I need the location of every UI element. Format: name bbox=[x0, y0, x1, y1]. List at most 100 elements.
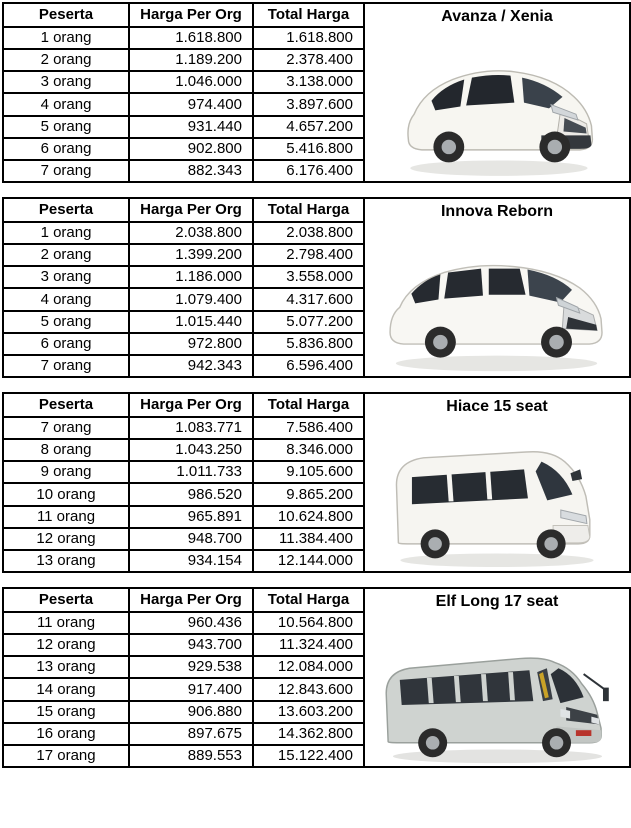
total-harga-cell: 5.416.800 bbox=[252, 136, 365, 161]
total-harga-cell: 5.077.200 bbox=[252, 309, 365, 334]
column-header-harga-per-org: Harga Per Org bbox=[128, 196, 254, 224]
table-row: 7 orang 1.083.771 7.586.400 bbox=[2, 416, 630, 441]
harga-per-org-cell: 906.880 bbox=[128, 699, 254, 724]
peserta-cell: 5 orang bbox=[2, 114, 130, 139]
harga-per-org-cell: 889.553 bbox=[128, 743, 254, 769]
total-harga-cell: 2.378.400 bbox=[252, 48, 365, 73]
hiace-image bbox=[395, 451, 594, 568]
total-harga-cell: 5.836.800 bbox=[252, 331, 365, 356]
table-row: 4 orang 974.400 3.897.600 bbox=[2, 92, 630, 117]
harga-per-org-cell: 2.038.800 bbox=[128, 221, 254, 246]
harga-per-org-cell: 1.186.000 bbox=[128, 265, 254, 290]
total-harga-cell: 11.324.400 bbox=[252, 633, 365, 658]
total-harga-cell: 4.657.200 bbox=[252, 114, 365, 139]
harga-per-org-cell: 1.043.250 bbox=[128, 438, 254, 463]
total-harga-cell: 11.384.400 bbox=[252, 526, 365, 551]
table-row: 2 orang 1.399.200 2.798.400 bbox=[2, 243, 630, 268]
peserta-cell: 3 orang bbox=[2, 70, 130, 95]
vehicle-title: Innova Reborn bbox=[440, 203, 553, 220]
harga-per-org-cell: 948.700 bbox=[128, 526, 254, 551]
total-harga-cell: 2.798.400 bbox=[252, 243, 365, 268]
total-harga-cell: 6.596.400 bbox=[252, 353, 365, 379]
harga-per-org-cell: 1.079.400 bbox=[128, 287, 254, 312]
price-sheet: Peserta Harga Per Org Total Harga Avanza… bbox=[2, 1, 631, 769]
table-row: 14 orang 917.400 12.843.600 bbox=[2, 677, 630, 702]
harga-per-org-cell: 965.891 bbox=[128, 504, 254, 529]
price-table-avanza-xenia: Peserta Harga Per Org Total Harga Avanza… bbox=[2, 1, 631, 184]
column-header-harga-per-org: Harga Per Org bbox=[128, 391, 254, 419]
peserta-cell: 8 orang bbox=[2, 438, 130, 463]
peserta-cell: 7 orang bbox=[2, 353, 130, 379]
peserta-cell: 12 orang bbox=[2, 526, 130, 551]
peserta-cell: 6 orang bbox=[2, 331, 130, 356]
harga-per-org-cell: 1.046.000 bbox=[128, 70, 254, 95]
harga-per-org-cell: 974.400 bbox=[128, 92, 254, 117]
peserta-cell: 5 orang bbox=[2, 309, 130, 334]
header-row: Peserta Harga Per Org Total Harga Innova… bbox=[2, 196, 631, 378]
harga-per-org-cell: 1.015.440 bbox=[128, 309, 254, 334]
column-header-harga-per-org: Harga Per Org bbox=[128, 1, 254, 29]
column-header-total-harga: Total Harga bbox=[252, 1, 365, 29]
harga-per-org-cell: 917.400 bbox=[128, 677, 254, 702]
harga-per-org-cell: 934.154 bbox=[128, 548, 254, 574]
table-row: 7 orang 942.343 6.596.400 bbox=[2, 353, 630, 379]
total-harga-cell: 3.558.000 bbox=[252, 265, 365, 290]
table-row: 17 orang 889.553 15.122.400 bbox=[2, 743, 630, 769]
peserta-cell: 11 orang bbox=[2, 611, 130, 636]
total-harga-cell: 10.564.800 bbox=[252, 611, 365, 636]
table-row: 13 orang 934.154 12.144.000 bbox=[2, 548, 630, 574]
vehicle-panel: Elf Long 17 seat bbox=[363, 587, 631, 768]
innova-reborn-image bbox=[389, 264, 603, 372]
table-row: 16 orang 897.675 14.362.800 bbox=[2, 721, 630, 746]
harga-per-org-cell: 1.618.800 bbox=[128, 26, 254, 51]
peserta-cell: 4 orang bbox=[2, 92, 130, 117]
table-row: 10 orang 986.520 9.865.200 bbox=[2, 482, 630, 507]
vehicle-title: Hiace 15 seat bbox=[446, 398, 548, 415]
table-row: 7 orang 882.343 6.176.400 bbox=[2, 158, 630, 184]
peserta-cell: 10 orang bbox=[2, 482, 130, 507]
vehicle-panel: Hiace 15 seat bbox=[363, 392, 631, 573]
harga-per-org-cell: 972.800 bbox=[128, 331, 254, 356]
harga-per-org-cell: 882.343 bbox=[128, 158, 254, 184]
elf-long-image bbox=[384, 657, 609, 764]
peserta-cell: 7 orang bbox=[2, 416, 130, 441]
table-row: 2 orang 1.189.200 2.378.400 bbox=[2, 48, 630, 73]
total-harga-cell: 8.346.000 bbox=[252, 438, 365, 463]
harga-per-org-cell: 942.343 bbox=[128, 353, 254, 379]
peserta-cell: 16 orang bbox=[2, 721, 130, 746]
column-header-total-harga: Total Harga bbox=[252, 196, 365, 224]
peserta-cell: 2 orang bbox=[2, 243, 130, 268]
peserta-cell: 1 orang bbox=[2, 221, 130, 246]
total-harga-cell: 4.317.600 bbox=[252, 287, 365, 312]
total-harga-cell: 6.176.400 bbox=[252, 158, 365, 184]
peserta-cell: 12 orang bbox=[2, 633, 130, 658]
table-row: 1 orang 1.618.800 1.618.800 bbox=[2, 26, 630, 51]
peserta-cell: 4 orang bbox=[2, 287, 130, 312]
table-row: 13 orang 929.538 12.084.000 bbox=[2, 655, 630, 680]
column-header-peserta: Peserta bbox=[2, 391, 130, 419]
table-row: 5 orang 1.015.440 5.077.200 bbox=[2, 309, 630, 334]
table-row: 6 orang 902.800 5.416.800 bbox=[2, 136, 630, 161]
harga-per-org-cell: 1.399.200 bbox=[128, 243, 254, 268]
total-harga-cell: 15.122.400 bbox=[252, 743, 365, 769]
total-harga-cell: 9.865.200 bbox=[252, 482, 365, 507]
harga-per-org-cell: 943.700 bbox=[128, 633, 254, 658]
total-harga-cell: 3.138.000 bbox=[252, 70, 365, 95]
table-row: 12 orang 948.700 11.384.400 bbox=[2, 526, 630, 551]
table-row: 3 orang 1.046.000 3.138.000 bbox=[2, 70, 630, 95]
price-table-innova-reborn: Peserta Harga Per Org Total Harga Innova… bbox=[2, 196, 631, 379]
table-row: 5 orang 931.440 4.657.200 bbox=[2, 114, 630, 139]
total-harga-cell: 1.618.800 bbox=[252, 26, 365, 51]
harga-per-org-cell: 986.520 bbox=[128, 482, 254, 507]
price-table-hiace: Peserta Harga Per Org Total Harga Hiace … bbox=[2, 391, 631, 574]
peserta-cell: 11 orang bbox=[2, 504, 130, 529]
peserta-cell: 15 orang bbox=[2, 699, 130, 724]
peserta-cell: 9 orang bbox=[2, 460, 130, 485]
total-harga-cell: 9.105.600 bbox=[252, 460, 365, 485]
total-harga-cell: 13.603.200 bbox=[252, 699, 365, 724]
column-header-total-harga: Total Harga bbox=[252, 586, 365, 614]
total-harga-cell: 12.144.000 bbox=[252, 548, 365, 574]
column-header-peserta: Peserta bbox=[2, 586, 130, 614]
column-header-peserta: Peserta bbox=[2, 196, 130, 224]
harga-per-org-cell: 960.436 bbox=[128, 611, 254, 636]
